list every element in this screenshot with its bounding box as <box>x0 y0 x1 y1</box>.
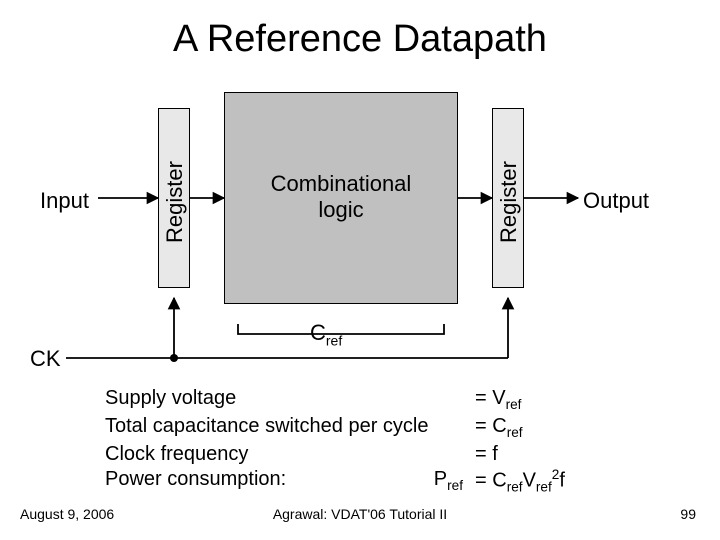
param1-left: Supply voltage <box>105 386 475 414</box>
comb-text-1: Combinational <box>271 171 412 196</box>
param-row-1: Supply voltage = Vref <box>105 386 625 414</box>
combinational-logic-box: Combinational logic <box>224 92 458 304</box>
output-label: Output <box>583 188 649 214</box>
param-row-4: Power consumption: Pref = CrefVref2f <box>105 467 625 497</box>
register-right-text: Register <box>496 142 522 262</box>
param3-left: Clock frequency <box>105 442 475 467</box>
slide-title: A Reference Datapath <box>0 18 720 61</box>
ck-label: CK <box>30 346 61 372</box>
param4-left: Power consumption: Pref <box>105 467 475 497</box>
param4-right: = CrefVref2f <box>475 467 625 497</box>
cref-label: Cref <box>310 320 342 348</box>
param-row-3: Clock frequency = f <box>105 442 625 467</box>
input-label: Input <box>40 188 89 214</box>
param4-pref: Pref <box>434 467 463 495</box>
register-right-box: Register <box>492 108 524 288</box>
param1-right: = Vref <box>475 386 625 414</box>
param2-left: Total capacitance switched per cycle <box>105 414 475 442</box>
param3-right: = f <box>475 442 625 467</box>
comb-text-2: logic <box>318 197 363 222</box>
params-box: Supply voltage = Vref Total capacitance … <box>105 386 625 497</box>
param-row-2: Total capacitance switched per cycle = C… <box>105 414 625 442</box>
register-left-box: Register <box>158 108 190 288</box>
footer-page: 99 <box>680 506 696 522</box>
footer-center: Agrawal: VDAT'06 Tutorial II <box>0 506 720 522</box>
param2-right: = Cref <box>475 414 625 442</box>
register-left-text: Register <box>162 142 188 262</box>
